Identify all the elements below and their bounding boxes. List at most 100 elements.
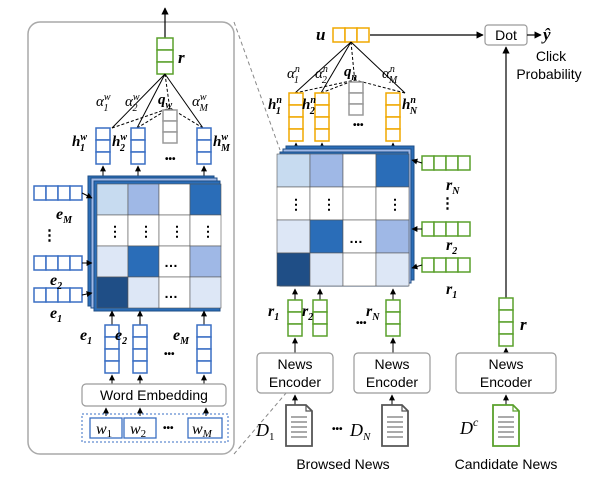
word-matrix-ellipses: ⋮ ⋮ ⋮ ⋮ … … bbox=[108, 223, 215, 301]
w1-label: w1 bbox=[96, 421, 112, 440]
em-label: eM bbox=[173, 327, 190, 347]
document-dn-icon bbox=[381, 404, 409, 447]
e2-label: e2 bbox=[115, 327, 127, 347]
svg-text:⋮: ⋮ bbox=[108, 223, 122, 239]
r-bottom-to-matrix-arrows bbox=[292, 288, 396, 300]
news-encoder-n-line1: News bbox=[374, 356, 409, 372]
candidate-encoder-line2: Encoder bbox=[480, 374, 532, 390]
svg-text:⋮: ⋮ bbox=[388, 196, 402, 212]
h-w1-label: hw 1 bbox=[72, 132, 87, 154]
q-n-vector bbox=[348, 81, 364, 116]
words-input-box bbox=[81, 413, 229, 443]
news-encoder-box-1 bbox=[256, 352, 334, 394]
alpha-n2-label: αn 2 bbox=[315, 64, 328, 86]
candidate-news-label: Candidate News bbox=[455, 456, 558, 472]
h-n2-label: hn 2 bbox=[302, 95, 316, 117]
r-n-right-label: rN bbox=[446, 177, 460, 197]
h-n1-vector bbox=[288, 92, 304, 142]
svg-text:⋮: ⋮ bbox=[289, 196, 303, 212]
svg-text:⋮: ⋮ bbox=[139, 223, 153, 239]
r-n-right-vector bbox=[421, 155, 471, 171]
e-bottom-to-matrix-arrows bbox=[109, 310, 207, 325]
d-dots: ••• bbox=[332, 424, 343, 435]
zoom-line-top bbox=[233, 21, 281, 151]
h-nn-vector bbox=[385, 92, 401, 142]
r-right-arrows bbox=[411, 158, 423, 270]
d1-label: D1 bbox=[255, 420, 275, 443]
candidate-r-vector bbox=[498, 297, 514, 347]
r2-vector bbox=[312, 299, 328, 337]
words-to-embedding-arrows bbox=[103, 407, 209, 416]
h-w2-vector bbox=[130, 127, 146, 165]
e-m-left-label: eM bbox=[56, 206, 73, 226]
document-d1-icon bbox=[285, 404, 313, 447]
h-w1-vector bbox=[95, 127, 111, 165]
w2-label: w2 bbox=[130, 421, 146, 440]
h-wm-vector bbox=[196, 127, 212, 165]
q-w-vector bbox=[162, 109, 178, 144]
word-attention-dashed bbox=[111, 107, 204, 129]
word-embedding-box bbox=[81, 383, 227, 407]
word-encoder-panel bbox=[27, 21, 235, 455]
news-attention-lines bbox=[294, 41, 406, 94]
w-dots: ••• bbox=[163, 423, 174, 434]
alpha-w1-label: αw 1 bbox=[96, 92, 111, 114]
browsed-news-label: Browsed News bbox=[296, 456, 389, 472]
r-2-right-label: r2 bbox=[446, 237, 457, 257]
candidate-news-encoder-box bbox=[455, 352, 557, 394]
wm-label: wM bbox=[192, 421, 213, 440]
u-vector bbox=[332, 27, 370, 43]
u-label: u bbox=[316, 25, 325, 44]
e-left-vdots: ⋮ bbox=[42, 227, 57, 244]
h-wm-label: hw M bbox=[213, 132, 231, 154]
svg-text:⋮: ⋮ bbox=[322, 196, 336, 212]
news-encoder-1-line2: Encoder bbox=[269, 374, 321, 390]
alpha-wm-label: αw M bbox=[192, 92, 209, 114]
em-vector bbox=[196, 324, 212, 374]
r-right-vdots: ⋮ bbox=[440, 195, 455, 212]
click-probability-line2: Probability bbox=[516, 66, 581, 82]
alpha-nm-label: αn M bbox=[382, 64, 398, 86]
wm-box bbox=[187, 417, 223, 439]
encoder-to-r-arrows bbox=[292, 337, 396, 353]
r1-vector bbox=[287, 299, 303, 337]
r-2-right-vector bbox=[421, 221, 471, 237]
dot-label: Dot bbox=[495, 27, 517, 43]
y-hat-label: ŷ bbox=[541, 25, 551, 44]
r-1-right-vector bbox=[421, 257, 471, 273]
q-n-label: qn bbox=[344, 64, 358, 83]
news-encoder-n-line2: Encoder bbox=[366, 374, 418, 390]
word-attention-lines bbox=[111, 73, 204, 129]
h-n2-vector bbox=[314, 92, 330, 142]
candidate-document-icon bbox=[492, 404, 520, 447]
rn-vector bbox=[385, 299, 401, 337]
h-nn-label: hn N bbox=[402, 95, 418, 117]
click-probability-line1: Click bbox=[536, 48, 567, 64]
e2-vector bbox=[132, 324, 148, 374]
doc-to-encoder-arrows bbox=[292, 394, 395, 405]
e-2-left-label: e2 bbox=[50, 272, 62, 292]
dc-label: Dc bbox=[459, 415, 479, 438]
h-w-dots: ••• bbox=[165, 154, 176, 165]
e-1-left-label: e1 bbox=[50, 305, 62, 325]
e1-vector bbox=[104, 324, 120, 374]
zoom-line-bottom bbox=[233, 364, 311, 455]
e-2-left-vector bbox=[33, 255, 83, 271]
r-1-right-label: r1 bbox=[446, 281, 457, 301]
h-n1-label: hn 1 bbox=[268, 95, 282, 117]
r-label: r bbox=[178, 48, 185, 67]
svg-text:⋮: ⋮ bbox=[201, 223, 215, 239]
word-matrix-cells bbox=[96, 183, 222, 309]
svg-text:⋮: ⋮ bbox=[170, 223, 184, 239]
word-embedding-label: Word Embedding bbox=[100, 387, 208, 403]
news-matrix-cells bbox=[276, 153, 410, 287]
w2-box bbox=[123, 417, 157, 439]
alpha-w2-label: αw 2 bbox=[125, 92, 140, 114]
e-left-arrows bbox=[81, 192, 93, 298]
r-vector bbox=[156, 37, 174, 75]
svg-text:…: … bbox=[349, 230, 363, 246]
news-matrix-ellipses: ⋮ ⋮ ⋮ … bbox=[289, 196, 402, 246]
rn-label: rN bbox=[366, 303, 380, 323]
news-encoder-box-n bbox=[353, 352, 431, 394]
candidate-encoder-line1: News bbox=[488, 356, 523, 372]
